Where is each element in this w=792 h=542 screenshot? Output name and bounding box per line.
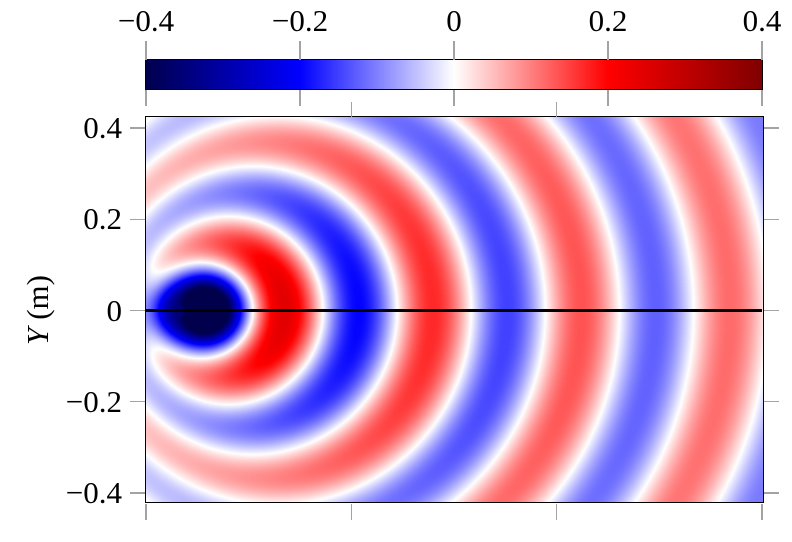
zero-line bbox=[146, 308, 762, 313]
tick-mark bbox=[130, 400, 145, 403]
y-tick-label: −0.2 bbox=[65, 383, 122, 419]
tick-mark bbox=[145, 90, 147, 106]
tick-mark bbox=[763, 400, 779, 403]
tick-mark bbox=[130, 309, 145, 312]
y-tick-label: 0 bbox=[106, 292, 123, 328]
tick-mark bbox=[763, 218, 779, 221]
tick-mark bbox=[130, 492, 145, 494]
tick-mark bbox=[761, 90, 763, 106]
tick-mark bbox=[607, 41, 609, 60]
colorbar-tick-label: −0.2 bbox=[271, 3, 329, 38]
tick-mark bbox=[145, 503, 147, 520]
y-axis-title-unit: (m) bbox=[20, 275, 55, 320]
tick-mark bbox=[453, 90, 455, 106]
colorbar bbox=[145, 59, 763, 90]
y-tick-label: 0.2 bbox=[83, 201, 122, 237]
tick-mark bbox=[130, 218, 145, 221]
tick-mark bbox=[350, 503, 353, 520]
tick-mark bbox=[763, 492, 779, 494]
tick-mark bbox=[350, 102, 353, 117]
tick-mark bbox=[763, 127, 779, 129]
tick-mark bbox=[130, 127, 145, 129]
tick-mark bbox=[761, 503, 763, 520]
colorbar-tick-label: −0.4 bbox=[117, 3, 175, 38]
y-axis-title-symbol: Y bbox=[20, 327, 55, 346]
colorbar-tick-label: 0 bbox=[446, 3, 462, 38]
y-tick-label: 0.4 bbox=[83, 110, 122, 146]
tick-mark bbox=[555, 503, 558, 520]
colorbar-gradient bbox=[146, 60, 762, 89]
y-tick-label: −0.4 bbox=[65, 474, 122, 510]
tick-mark bbox=[453, 41, 455, 60]
tick-mark bbox=[761, 41, 763, 60]
tick-mark bbox=[607, 90, 609, 106]
y-axis-title: Y (m) bbox=[20, 250, 56, 370]
tick-mark bbox=[763, 309, 779, 312]
colorbar-tick-label: 0.2 bbox=[588, 3, 628, 38]
tick-mark bbox=[145, 41, 147, 60]
tick-mark bbox=[299, 90, 301, 106]
tick-mark bbox=[299, 41, 301, 60]
tick-mark bbox=[555, 102, 558, 117]
colorbar-tick-label: 0.4 bbox=[742, 3, 782, 38]
